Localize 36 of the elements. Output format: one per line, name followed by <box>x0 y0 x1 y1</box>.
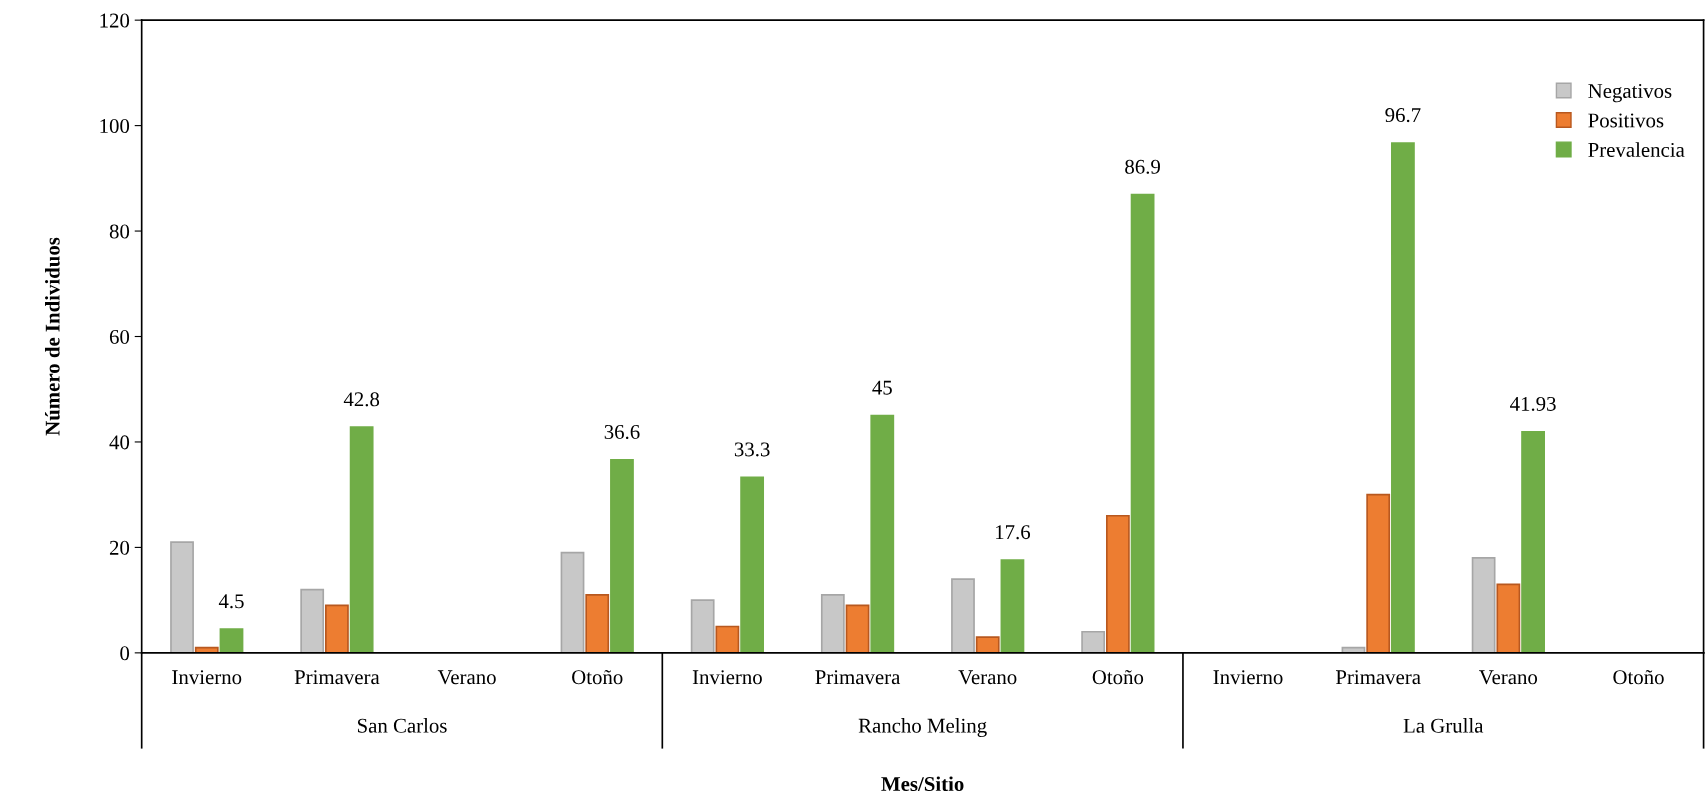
text: La Grulla <box>1403 718 1484 733</box>
y-axis-title: Número de Individuos <box>44 237 60 436</box>
data-label: 33.3 <box>734 442 770 457</box>
y-tick-label: 0 <box>120 646 130 661</box>
x-tick-label: Otoño <box>1092 669 1144 685</box>
y-tick-label: 60 <box>109 329 130 344</box>
y-tick-label: 40 <box>109 435 130 450</box>
data-label: 36.6 <box>604 424 640 440</box>
data-label: 41.93 <box>1510 396 1556 411</box>
legend-label: Prevalencia <box>1588 142 1685 157</box>
legend-label: Positivos <box>1588 113 1664 128</box>
x-tick-label: Otoño <box>1613 669 1664 685</box>
y-tick-label: 80 <box>109 224 130 239</box>
legend-label: Negativos <box>1588 83 1672 103</box>
data-label: 45 <box>872 380 892 395</box>
x-tick-label: Invierno <box>1213 670 1283 685</box>
y-tick-label: 100 <box>100 118 130 134</box>
x-tick-label: Verano <box>1479 670 1538 685</box>
text: San Carlos <box>357 718 447 733</box>
x-tick-label: Verano <box>437 670 496 685</box>
x-tick-label: Primavera <box>815 670 901 685</box>
data-label: 42.8 <box>343 392 380 407</box>
x-tick-label: Verano <box>958 670 1017 685</box>
data-label: 86.9 <box>1125 159 1160 174</box>
x-tick-label: Otoño <box>572 669 623 685</box>
y-tick-label: 20 <box>109 540 130 555</box>
data-label: 96.7 <box>1385 108 1421 123</box>
x-tick-label: Primavera <box>1335 670 1421 685</box>
x-axis-title: Mes/Sitio <box>881 776 964 792</box>
data-label: 4.5 <box>218 594 244 609</box>
text: Rancho Meling <box>858 718 987 737</box>
y-tick-label: 120 <box>100 13 130 28</box>
x-tick-label: Primavera <box>294 670 380 685</box>
data-label: 17.6 <box>996 525 1031 540</box>
x-tick-label: Invierno <box>172 670 242 685</box>
x-tick-label: Invierno <box>692 670 762 685</box>
